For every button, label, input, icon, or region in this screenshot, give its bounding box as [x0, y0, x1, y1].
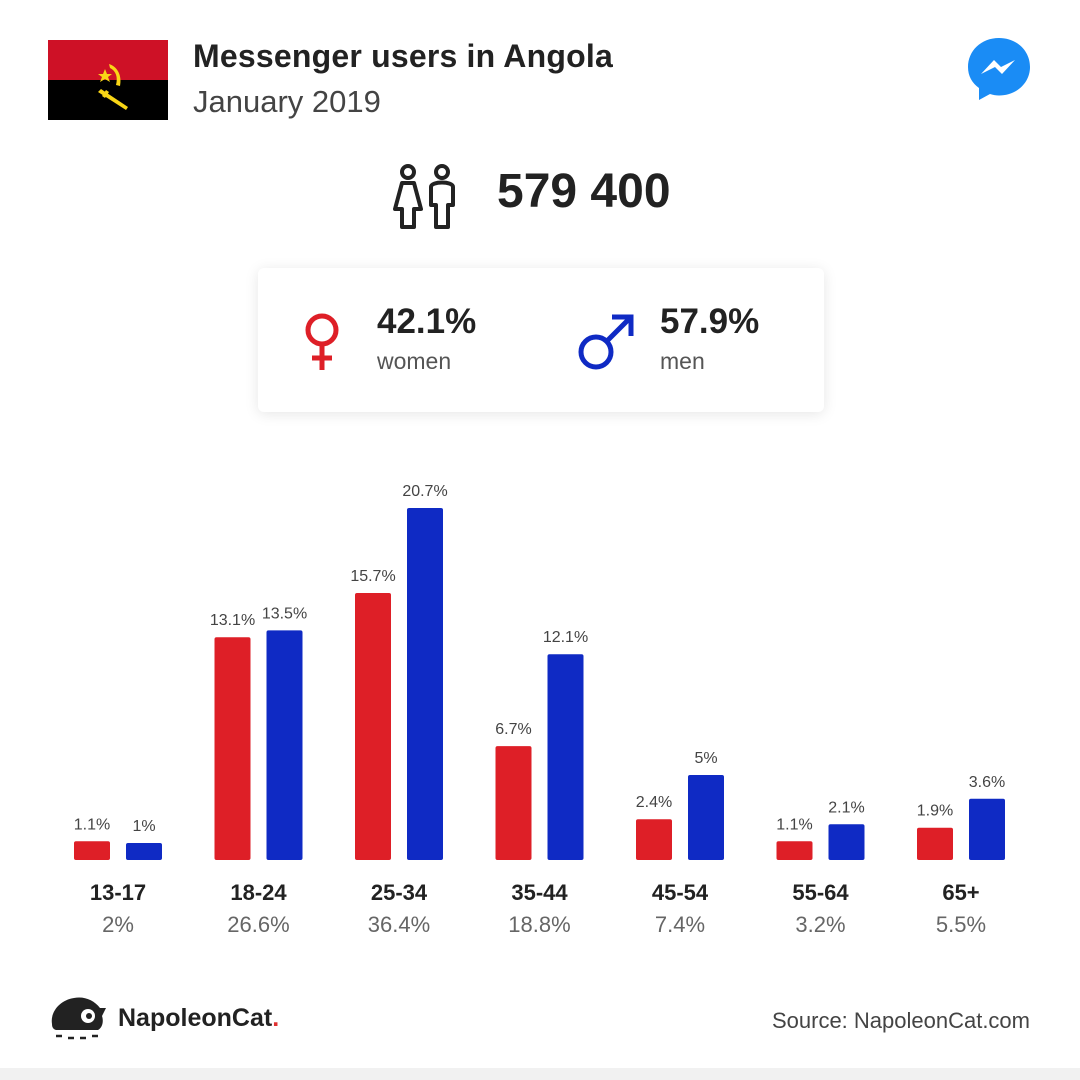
bar-label-men-25-34: 20.7%: [402, 483, 447, 500]
category-total-35-44: 18.8%: [508, 912, 570, 937]
bar-women-65+: [917, 827, 953, 860]
category-label-45-54: 45-54: [652, 880, 709, 905]
brand-dot: .: [272, 1004, 280, 1032]
bar-label-men-65+: 3.6%: [969, 774, 1005, 791]
people-icon: [393, 164, 455, 229]
bar-label-women-35-44: 6.7%: [495, 721, 531, 738]
bar-men-55-64: [828, 824, 865, 860]
men-label: men: [660, 348, 705, 374]
bar-label-women-65+: 1.9%: [917, 803, 953, 820]
gender-card: 42.1% women 57.9% men: [258, 268, 824, 412]
bar-label-women-18-24: 13.1%: [210, 612, 255, 629]
category-label-55-64: 55-64: [792, 880, 849, 905]
category-label-25-34: 25-34: [371, 880, 428, 905]
category-label-18-24: 18-24: [230, 880, 287, 905]
bar-label-women-45-54: 2.4%: [636, 794, 672, 811]
category-total-45-54: 7.4%: [655, 912, 705, 937]
bottom-strip: [0, 1068, 1080, 1080]
category-label-13-17: 13-17: [90, 880, 146, 905]
category-total-13-17: 2%: [102, 912, 134, 937]
bar-men-45-54: [688, 774, 724, 860]
brand-text: NapoleonCat: [118, 1004, 273, 1032]
total-users: 579 400: [497, 165, 671, 218]
bar-men-65+: [969, 798, 1005, 860]
bar-men-25-34: [407, 508, 443, 860]
men-percentage: 57.9%: [660, 302, 760, 341]
page-subtitle: January 2019: [193, 84, 381, 119]
bar-women-35-44: [495, 746, 532, 860]
bar-men-35-44: [547, 654, 584, 860]
source-text: Source: NapoleonCat.com: [771, 1008, 1030, 1033]
bar-women-13-17: [74, 841, 110, 860]
bar-label-men-35-44: 12.1%: [543, 629, 588, 646]
male-symbol-icon: [578, 314, 634, 370]
bar-label-men-45-54: 5%: [694, 750, 717, 767]
female-symbol-icon: [305, 313, 339, 370]
category-total-25-34: 36.4%: [368, 912, 430, 937]
category-label-65+: 65+: [942, 880, 979, 905]
women-label: women: [377, 348, 452, 374]
bar-women-18-24: [214, 637, 251, 860]
page-title: Messenger users in Angola: [193, 38, 613, 74]
bar-label-men-18-24: 13.5%: [262, 605, 307, 622]
brand-name: NapoleonCat.: [118, 1004, 279, 1033]
bar-men-18-24: [266, 630, 303, 860]
messenger-icon: [968, 38, 1030, 100]
category-total-55-64: 3.2%: [795, 912, 845, 937]
women-percentage: 42.1%: [377, 302, 477, 341]
bar-label-women-13-17: 1.1%: [74, 816, 110, 833]
angola-flag-icon: [48, 40, 168, 120]
bar-label-women-25-34: 15.7%: [350, 568, 395, 585]
bar-label-women-55-64: 1.1%: [776, 816, 812, 833]
bar-label-men-55-64: 2.1%: [828, 799, 864, 816]
napoleoncat-logo-icon: [51, 997, 106, 1040]
bar-men-13-17: [126, 842, 162, 860]
category-label-35-44: 35-44: [511, 880, 568, 905]
bar-women-25-34: [355, 593, 391, 860]
category-total-65+: 5.5%: [936, 912, 986, 937]
bar-women-55-64: [776, 841, 813, 860]
bar-women-45-54: [636, 819, 672, 860]
bar-label-men-13-17: 1%: [132, 818, 155, 835]
category-total-18-24: 26.6%: [227, 912, 289, 937]
age-gender-bar-chart: 1.1% 1% 13-17 2% 13.1% 13.5% 18-24 26.6% 15.7% 20…: [74, 483, 1005, 937]
